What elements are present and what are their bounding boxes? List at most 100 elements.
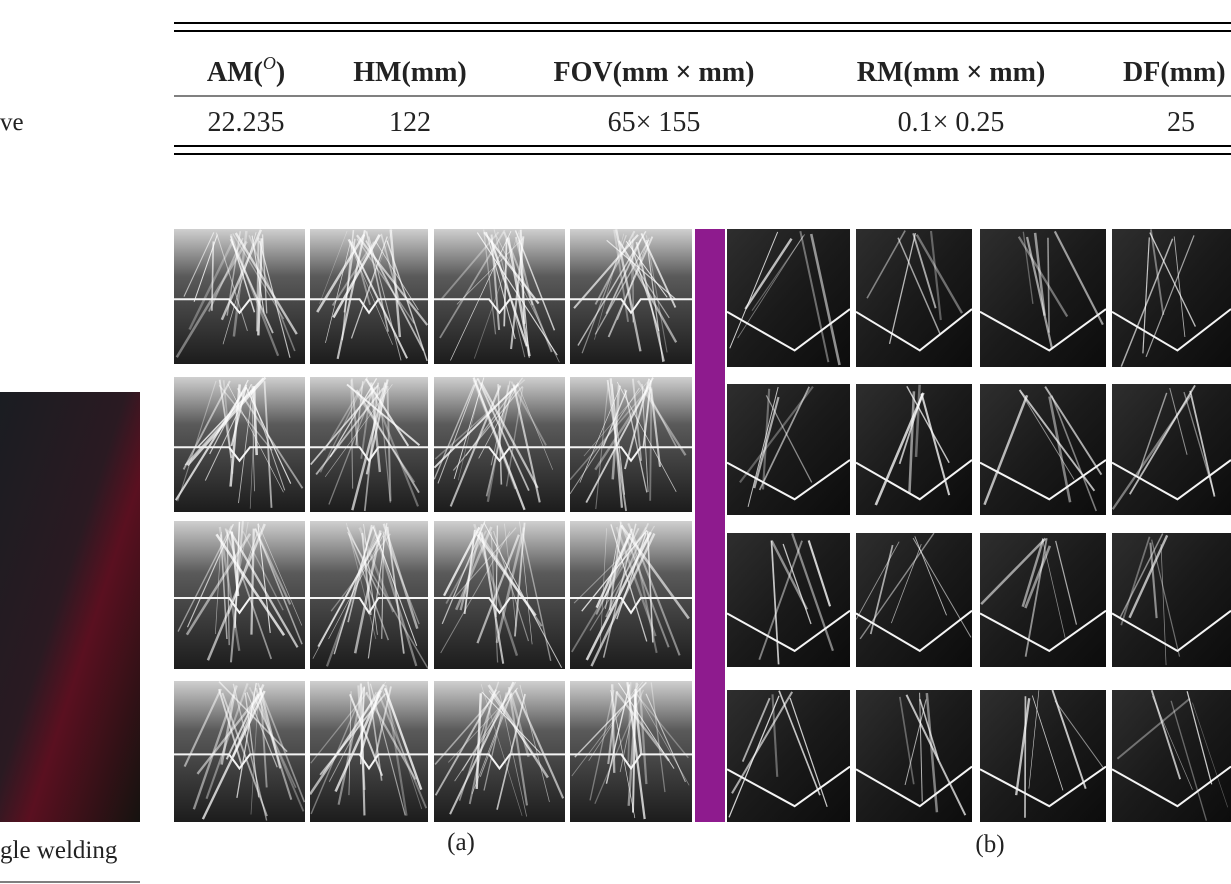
spark (490, 234, 501, 330)
spark (1048, 396, 1072, 503)
table-header: AM(O) (207, 53, 285, 88)
image-tile (174, 376, 305, 512)
spark (315, 387, 384, 475)
spark (650, 682, 666, 793)
spark (229, 233, 280, 357)
spark (197, 377, 264, 448)
spark (640, 232, 677, 308)
table-header: HM(mm) (353, 57, 467, 88)
spark (519, 521, 533, 645)
spark (606, 239, 677, 300)
laser-stripe (570, 446, 692, 463)
spark (1149, 232, 1197, 327)
spark (254, 528, 303, 645)
spark (472, 377, 526, 511)
laser-stripe (979, 308, 1107, 352)
spark (234, 521, 241, 628)
spark (226, 529, 230, 646)
spark (859, 532, 935, 640)
spark (1047, 237, 1050, 333)
laser-stripe (979, 765, 1107, 808)
spark (476, 534, 520, 644)
image-tile (979, 384, 1107, 515)
table-cell: 65× 155 (608, 107, 701, 138)
spark (236, 387, 304, 489)
spark (485, 231, 516, 340)
spark (1033, 232, 1046, 316)
spark (929, 230, 942, 321)
spark (646, 531, 654, 643)
spark (758, 386, 810, 491)
image-tile (1111, 384, 1231, 515)
laser-stripe (1111, 308, 1231, 352)
spark (177, 525, 233, 632)
spark (440, 231, 500, 301)
image-tile (570, 229, 692, 364)
spark (493, 229, 526, 358)
spark (855, 541, 900, 620)
spark (186, 523, 234, 628)
spark (624, 389, 648, 493)
spark (1053, 230, 1104, 326)
spark (449, 681, 515, 815)
subfigure-caption: (b) (975, 831, 1004, 858)
spark (434, 689, 497, 796)
spark (620, 524, 690, 620)
image (1112, 690, 1231, 822)
spark (753, 396, 780, 489)
spark (449, 385, 502, 507)
spark (503, 231, 553, 353)
image (174, 681, 305, 822)
spark (791, 532, 834, 652)
spark (480, 532, 505, 664)
spark (573, 234, 639, 309)
spark (638, 688, 648, 785)
spark (483, 231, 540, 305)
laser-stripe (434, 753, 565, 771)
spark (465, 377, 524, 457)
spark (325, 241, 351, 344)
spark (443, 526, 481, 597)
spark (899, 696, 915, 785)
spark (218, 680, 288, 753)
spark (577, 230, 647, 346)
image-tile (569, 377, 692, 512)
spark (729, 231, 779, 349)
spark (980, 537, 1047, 606)
spark (458, 681, 500, 801)
spark (1044, 386, 1103, 476)
image (1112, 384, 1231, 515)
spark (355, 381, 364, 446)
table-cell: 122 (389, 107, 431, 138)
spark (514, 230, 556, 331)
spark (914, 536, 947, 616)
spark (437, 378, 479, 484)
table-header: RM(mm × mm) (857, 57, 1046, 88)
spark (897, 237, 942, 336)
laser-stripe (174, 446, 305, 463)
table-cell: 25 (1167, 107, 1195, 138)
laser-stripe (979, 609, 1107, 653)
spark (770, 540, 809, 611)
image-tile (855, 532, 973, 667)
spark (637, 380, 687, 456)
spark (594, 386, 651, 471)
spark (1137, 392, 1168, 477)
spark (218, 384, 273, 451)
spark (475, 693, 482, 789)
spark (483, 522, 563, 668)
spark (183, 232, 215, 297)
spark (480, 381, 539, 489)
spark (514, 689, 565, 799)
spark (220, 534, 228, 640)
laser-stripe (855, 609, 973, 653)
image-grid (174, 229, 1231, 822)
spark (220, 229, 263, 321)
spark (1151, 539, 1181, 657)
spark (645, 693, 686, 783)
spark (370, 382, 382, 473)
spark (505, 386, 524, 487)
laser-stripe (855, 308, 973, 352)
spark (226, 231, 241, 316)
